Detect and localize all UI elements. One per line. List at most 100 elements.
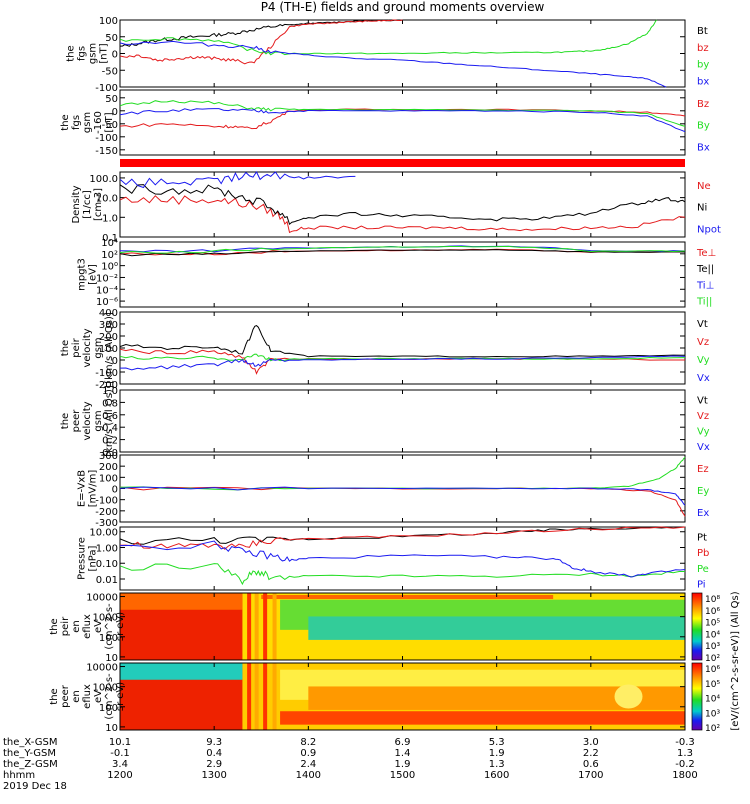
colorbar-tick: 10⁴ [705,695,720,705]
ylabel-line: sr-eV) [115,612,126,641]
colorbar-rect [691,592,703,661]
ylabel-line: [1/cc] [82,190,93,219]
xaxis-row-value: 0.6 [583,759,599,770]
legend-by: by [697,60,709,71]
panel-frame [119,89,686,156]
ylabel-line: the [49,618,60,634]
ylabel-line: [eV] [88,264,99,285]
colorbar-tick: 10³ [705,709,720,719]
ylabel-line: fgs [77,46,88,61]
heatmap-stripe [263,593,268,660]
xaxis-row-value: 1300 [201,770,226,781]
legend-By: By [697,121,710,132]
xaxis-row-value: 3.0 [583,737,599,748]
xaxis-row-value: 1.3 [677,748,693,759]
series-line-Ex [119,486,686,506]
ytick-label: 10⁻⁶ [96,297,118,308]
xaxis-row-value: -0.2 [675,759,695,770]
series-line-Ne [119,195,686,234]
xaxis-row-value: 1.4 [395,748,411,759]
legend-Ey: Ey [697,486,709,497]
ytick-label: 50 [105,94,118,105]
xaxis-row-value: -0.1 [110,748,130,759]
series-line-Pb [119,526,686,550]
ylabel-line: the [60,114,71,130]
ytick-label: -100 [95,496,118,507]
xaxis-row-value: 1400 [296,770,321,781]
panel-peir-en-eflux: 10000 1000 100 10 the peir en eflux eV (cm^2-s-sr… [49,592,686,664]
colorbar-tick: 10² [705,654,720,664]
ytick-label: 1000 [93,613,118,624]
ylabel-line: E=-VxB [77,470,88,507]
colorbar-tick: 10⁵ [705,619,720,629]
ytick-label: -100 [95,368,118,379]
legend-Ti||: Ti|| [696,297,712,308]
series-line-Bt [120,19,403,47]
xaxis-row-value: -0.3 [675,737,695,748]
colorbar-tick: 10⁶ [705,607,720,617]
legend-Vx: Vx [697,442,710,453]
ytick-label: 1.00 [96,543,118,554]
ylabel-line: velocity [82,401,93,440]
ytick-label: 100 [99,473,118,484]
legend-Vz: Vz [697,337,709,348]
xaxis-row-label: the_X-GSM [3,737,57,748]
ylabel-line: [nT] [104,112,115,132]
series-line-Bx [119,108,686,133]
ytick-label: 50 [105,33,118,44]
heatmap-stripe [272,593,277,660]
xaxis-row-value: 1700 [578,770,603,781]
ylabel-line: [km/s (All Qs)] [104,312,115,384]
ytick-label: 100 [99,16,118,27]
ytick-label: 0.6 [102,411,118,422]
ytick-label: 10000 [86,663,118,674]
heatmap-stripe [247,663,252,730]
ytick-label: 10⁰ [101,262,118,273]
ytick-label: 200 [99,332,118,343]
xaxis-row-value: 1600 [484,770,509,781]
ytick-label: -100 [95,83,118,94]
series-line-Te|| [119,249,686,257]
legend-Vt: Vt [697,319,708,330]
legend-Vt: Vt [697,395,708,406]
ylabel-line: (cm^2-s- [104,673,115,720]
ytick-label: 1.0 [102,213,118,224]
ylabel-line: [cm-3] [93,188,104,221]
ylabel-line: eflux [82,684,93,709]
ytick-label: 200 [99,462,118,473]
ytick-label: 100 [99,703,118,714]
plot-title: P4 (TH-E) fields and ground moments over… [260,0,545,14]
ytick-label: 0.0 [102,448,118,459]
colorbar-peer: 10⁶ 10⁵ 10⁴ 10³ 10² [691,662,720,734]
heatmap-band-top-left [120,663,243,680]
ytick-label: 0 [112,485,118,496]
legend-Vx: Vx [697,373,710,384]
legend-Npot: Npot [697,224,721,235]
colorbar-tick: 10⁶ [705,665,720,675]
xaxis-row-value: 1200 [107,770,132,781]
xaxis-row-value: 2.2 [583,748,599,759]
legend-Ne: Ne [697,181,711,192]
series-line-by [119,19,658,56]
heatmap-stripe [263,663,268,730]
legend-Vz: Vz [697,411,709,422]
ylabel-line: eV [93,690,104,703]
ylabel-line: the [60,340,71,356]
ylabel-line: peir [71,337,82,357]
panel-density: 100.0 10.0 1.0 0.1 Density [1/cc] [cm-3] Ne Ni Np… [71,171,721,244]
ylabel-line: en [71,690,82,703]
ylabel-line: eV [93,620,104,633]
colorbar-tick: 10⁸ [705,595,720,605]
status-bar [120,159,685,167]
heatmap-band-top-left [120,593,243,610]
legend-Te||: Te|| [696,264,714,275]
ylabel-line: peer [71,409,82,433]
legend-Ni: Ni [697,203,707,214]
ylabel-line: [nT] [99,43,110,63]
series-line-bz [119,19,403,65]
xaxis-row-label: the_Z-GSM [3,759,58,770]
